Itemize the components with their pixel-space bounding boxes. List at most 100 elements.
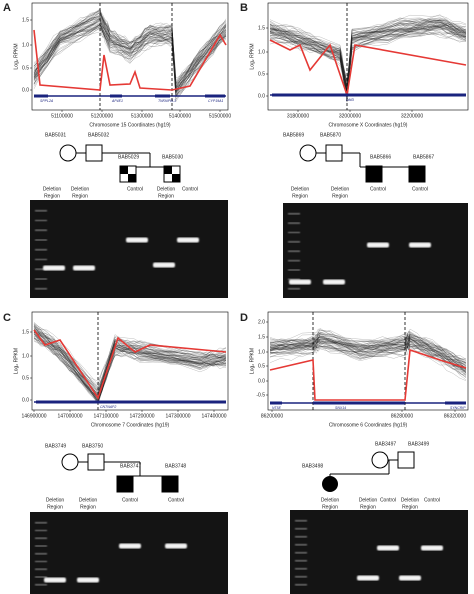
trace [33,27,227,97]
gel [30,200,228,298]
plot-frame [31,311,229,411]
trace [33,336,227,400]
trace [33,333,227,399]
band [43,265,65,271]
lane-label: Deletion [71,186,90,192]
gene [205,94,225,98]
y-tick-label: 1.0 [22,42,29,48]
trace [269,333,467,363]
parent-female [371,451,389,469]
trace [269,19,467,82]
trace [269,25,467,92]
y-tick-label: 0.5 [22,65,29,71]
y-tick-label: 0.5 [258,363,265,369]
x-axis-label: Chromosome 7 Coordinates (hg19) [91,422,170,428]
y-tick-label: 0.0 [22,397,29,403]
lane-label: Control [370,186,386,192]
gene-label: DMD [346,98,354,102]
y-axis-label: Log₂ RPKM [13,43,19,69]
trace [33,324,227,390]
gene-label: TNFAIP8L3 [158,99,176,103]
lane-label: Region [72,193,88,199]
trace [33,20,227,93]
trace [33,14,227,92]
lane-label: Deletion [46,497,65,503]
trace [33,26,227,97]
band [119,543,141,549]
x-tick-label: 146900000 [21,413,46,419]
x-tick-label: 147200000 [129,413,154,419]
trace [33,326,227,386]
trace [33,24,227,84]
ladder-band [35,258,47,261]
ladder-band [288,231,300,234]
x-tick-label: 86320000 [444,413,466,419]
ladder-band [35,239,47,241]
ladder-band [35,529,47,532]
trace [33,17,227,92]
ladder-band [35,288,47,290]
panel-label: B [240,2,248,14]
ladder-band [35,278,47,280]
trace [269,333,467,368]
y-tick-label: 1.0 [258,349,265,355]
trace [269,23,467,92]
parent-male [85,144,103,162]
individual-id: BAB5866 [370,154,391,160]
trace [33,23,227,97]
ladder-band [288,213,300,215]
individual-id: BAB5867 [413,154,434,160]
band [165,543,187,549]
x-tick-label: 51300000 [131,113,153,119]
ladder-band [288,269,300,271]
lane-label: Region [47,504,63,510]
ladder-band [295,528,307,530]
trace [33,330,227,387]
ladder-band [288,222,300,224]
y-tick-label: 0.5 [22,375,29,381]
individual-id: BAB3498 [302,463,323,469]
lane-label: Deletion [401,497,420,503]
x-tick-label: 147400000 [201,413,226,419]
trace [33,12,227,86]
y-tick-label: 2.0 [258,319,265,325]
trace [33,333,227,402]
trace [33,326,227,391]
ladder-band [288,250,300,252]
gene-label: CNTNAP2 [100,405,116,409]
ladder-band [35,249,47,251]
trace [33,19,227,88]
ladder-band [288,278,300,281]
x-axis-label: Chromosome X Coordinates (hg19) [329,122,408,128]
gene-label: SYNCRIP [450,406,466,410]
parent-female [299,144,317,162]
x-tick-label: 51500000 [209,113,231,119]
x-tick-label: 86280000 [391,413,413,419]
ladder-band [295,560,307,562]
gene [270,401,282,405]
trace [33,326,227,396]
trace [33,18,227,94]
lane-label: Deletion [43,186,62,192]
trace [269,333,467,370]
y-tick-label: 0.0 [22,87,29,93]
trace [269,17,467,83]
trace [269,333,467,369]
band [177,237,199,243]
proband-trace [33,29,227,91]
lane-label: Deletion [79,497,98,503]
individual-id: BAB3748 [165,463,186,469]
band [367,242,389,248]
individual-id: BAB5029 [118,154,139,160]
y-tick-label: 0.5 [258,71,265,77]
y-tick-label: 1.0 [22,353,29,359]
y-tick-label: 1.0 [258,49,265,55]
y-tick-label: 0.0 [258,378,265,384]
ladder-band [35,576,47,578]
lane-label: Control [127,186,143,192]
x-tick-label: 147100000 [93,413,118,419]
ladder-band [35,568,47,570]
trace [33,331,227,402]
gene-label: SNX14 [335,406,346,410]
trace [269,19,467,90]
